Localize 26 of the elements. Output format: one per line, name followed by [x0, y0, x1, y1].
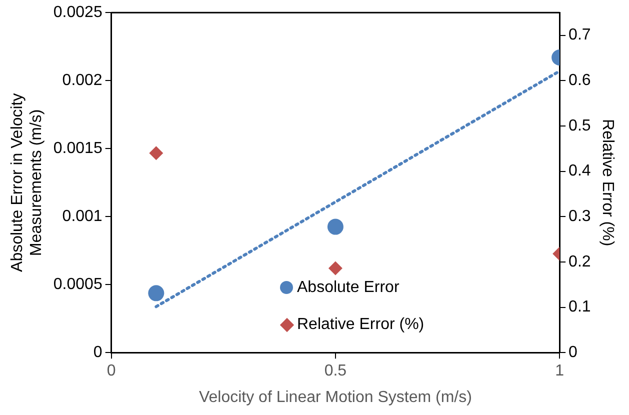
y2-tick-label: 0.6: [568, 72, 591, 90]
y2-tick-label: 0.1: [568, 298, 591, 316]
y-tick-label: 0.0005: [53, 276, 102, 294]
y2-tick-label: 0.7: [568, 26, 591, 44]
x-tick-label: 1: [555, 362, 564, 380]
x-tick-label: 0.5: [324, 362, 347, 380]
legend-label: Relative Error (%): [297, 316, 424, 334]
y-tick-label: 0.0025: [53, 4, 102, 22]
y-axis-title: Absolute Error in Velocity Measurements (m/s): [9, 93, 46, 272]
y2-tick-label: 0.4: [568, 162, 591, 180]
point: [149, 146, 164, 160]
y-tick-label: 0: [93, 344, 102, 362]
y2-axis-title: Relative Error (%): [598, 119, 616, 246]
point: [148, 285, 164, 302]
point: [327, 218, 344, 235]
y2-tick-label: 0.5: [568, 117, 591, 134]
point: [328, 261, 342, 276]
y2-tick-label: 0.2: [568, 253, 591, 270]
y-tick-label: 0.0015: [53, 140, 102, 158]
y2-tick-label: 0: [568, 344, 578, 362]
y-tick-label: 0.001: [62, 208, 102, 226]
legend-label: Absolute Error: [297, 278, 400, 296]
y2-tick-label: 0.3: [568, 208, 591, 226]
x-tick-label: 0: [106, 362, 116, 380]
x-axis-title: Velocity of Linear Motion System (m/s): [198, 388, 472, 406]
y-tick-label: 0.002: [62, 72, 102, 90]
